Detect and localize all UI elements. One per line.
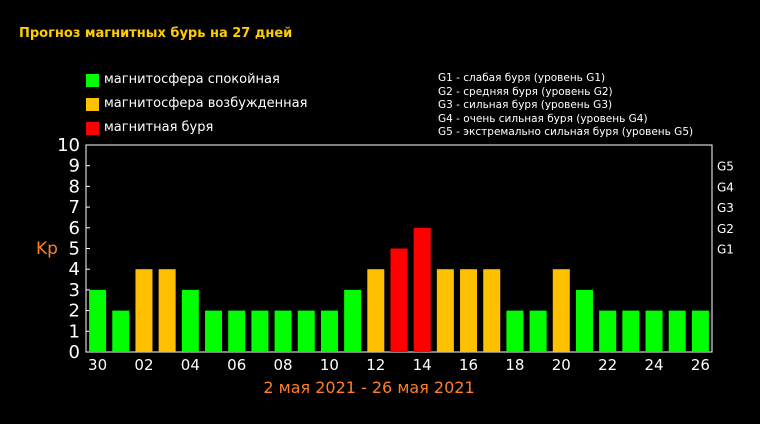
legend-swatch-excited (86, 98, 99, 111)
right-tick-label-g1: G1 (717, 243, 734, 257)
x-tick-label: 24 (644, 356, 663, 374)
x-tick-label: 02 (134, 356, 153, 374)
bar-19 (529, 310, 547, 352)
legend-label-excited: магнитосфера возбужденная (104, 96, 308, 111)
bar-08 (274, 310, 292, 352)
storm-level-g3: G3 - сильная буря (уровень G3) (438, 99, 613, 111)
x-tick-label: 20 (552, 356, 571, 374)
y-tick-label: 9 (69, 156, 80, 177)
right-tick-label-g3: G3 (717, 201, 734, 215)
bar-14 (413, 227, 431, 352)
x-tick-label: 12 (366, 356, 385, 374)
storm-level-g2: G2 - средняя буря (уровень G2) (438, 85, 613, 98)
y-tick-label: 5 (69, 239, 80, 260)
bar-21 (575, 289, 593, 352)
chart-title: Прогноз магнитных бурь на 27 дней (19, 26, 293, 41)
y-tick-label: 1 (69, 321, 80, 342)
right-tick-label-g2: G2 (717, 222, 734, 236)
x-tick-label: 04 (181, 356, 200, 374)
storm-levels-legend: G1 - слабая буря (уровень G1) G2 - средн… (438, 72, 693, 140)
bar-11 (344, 289, 362, 352)
bar-24 (645, 310, 663, 352)
storm-level-g5: G5 - экстремально сильная буря (уровень … (438, 126, 694, 138)
legend-swatch-calm (86, 74, 99, 87)
bar-25 (668, 310, 686, 352)
x-tick-label: 16 (459, 356, 478, 374)
x-tick-label: 06 (227, 356, 246, 374)
bar-17 (483, 269, 501, 352)
x-axis-label: 2 мая 2021 - 26 мая 2021 (263, 378, 474, 397)
y-tick-label: 4 (69, 259, 80, 280)
bar-30 (89, 289, 107, 352)
legend-swatch-storm (86, 122, 99, 135)
bar-13 (390, 248, 408, 352)
bar-18 (506, 310, 524, 352)
x-tick-label: 22 (598, 356, 617, 374)
storm-level-g1: G1 - слабая буря (уровень G1) (438, 72, 606, 84)
x-tick-label: 08 (274, 356, 293, 374)
x-tick-label: 14 (413, 356, 432, 374)
bar-26 (691, 310, 709, 352)
x-tick-label: 30 (88, 356, 107, 374)
bar-09 (297, 310, 315, 352)
bar-10 (320, 310, 338, 352)
bar-04 (181, 289, 199, 352)
y-tick-label: 8 (69, 176, 80, 197)
y-tick-label: 7 (69, 197, 80, 218)
bar-07 (251, 310, 269, 352)
y-tick-label: 2 (69, 301, 80, 322)
bar-16 (460, 269, 478, 352)
storm-level-g4: G4 - очень сильная буря (уровень G4) (438, 112, 648, 125)
x-tick-label: 26 (691, 356, 710, 374)
bar-23 (622, 310, 640, 352)
y-tick-label: 3 (69, 280, 80, 301)
bar-15 (436, 269, 454, 352)
legend-label-storm: магнитная буря (104, 120, 214, 135)
bar-05 (205, 310, 223, 352)
y-tick-label: 6 (69, 218, 80, 239)
x-tick-label: 10 (320, 356, 339, 374)
right-tick-label-g4: G4 (717, 180, 734, 194)
x-tick-label: 18 (505, 356, 524, 374)
bar-06 (228, 310, 246, 352)
y-tick-label: 0 (69, 342, 80, 363)
bar-02 (135, 269, 153, 352)
bar-03 (158, 269, 176, 352)
legend-label-calm: магнитосфера спокойная (104, 72, 280, 87)
y-tick-label: 10 (57, 135, 80, 156)
bar-20 (552, 269, 570, 352)
y-axis-label: Kp (36, 239, 58, 259)
right-tick-label-g5: G5 (717, 160, 734, 174)
bar-01 (112, 310, 130, 352)
bar-22 (599, 310, 617, 352)
bar-12 (367, 269, 385, 352)
